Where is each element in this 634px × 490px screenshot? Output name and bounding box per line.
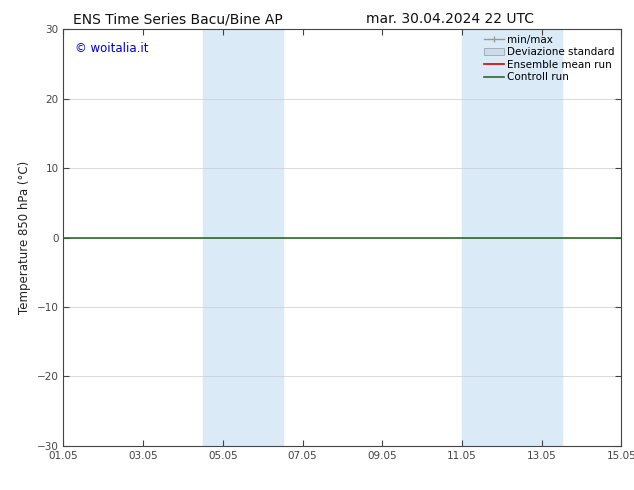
Y-axis label: Temperature 850 hPa (°C): Temperature 850 hPa (°C)	[18, 161, 31, 314]
Bar	[203, 29, 283, 446]
Bar	[462, 29, 562, 446]
Text: © woitalia.it: © woitalia.it	[75, 42, 148, 55]
Legend: min/max, Deviazione standard, Ensemble mean run, Controll run: min/max, Deviazione standard, Ensemble m…	[482, 32, 618, 84]
Text: ENS Time Series Bacu/Bine AP: ENS Time Series Bacu/Bine AP	[73, 12, 282, 26]
Text: mar. 30.04.2024 22 UTC: mar. 30.04.2024 22 UTC	[366, 12, 534, 26]
